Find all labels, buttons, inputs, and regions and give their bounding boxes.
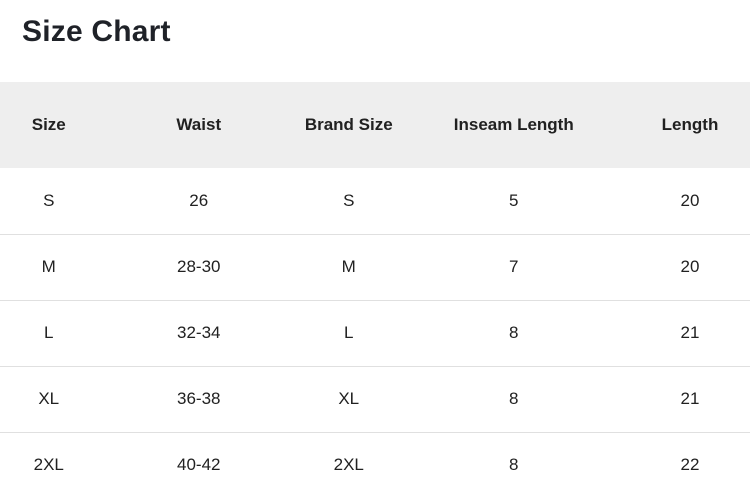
table-cell: 7 [509,257,519,276]
table-cell: M [41,257,56,276]
table-row: 2XL 40-42 2XL 8 22 [0,432,750,498]
column-header-inseam-length: Inseam Length [453,115,574,134]
table-cell: S [43,190,55,210]
table-cell: L [344,323,354,342]
table-cell: L [44,323,54,342]
table-cell: 21 [680,389,700,408]
table-cell: 40-42 [177,455,221,475]
table-cell: 22 [680,455,700,475]
table-cell: XL [38,389,60,408]
table-body: S 26 S 5 20 M 28-30 M 7 20 L 32-34 L 8 2… [0,168,750,498]
table-cell: 5 [509,190,519,210]
title-bar: Size Chart [0,0,750,82]
table-cell: 8 [509,323,519,342]
table-cell: 8 [509,455,519,475]
table-cell: 21 [680,323,700,342]
table-cell: 28-30 [177,257,221,276]
table-cell: M [341,257,356,276]
table-cell: 26 [189,190,209,210]
column-header-length: Length [661,115,719,134]
table-cell: 20 [680,190,700,210]
table-row: M 28-30 M 7 20 [0,234,750,300]
table-row: XL 36-38 XL 8 21 [0,366,750,432]
column-header-waist: Waist [176,115,222,134]
table-cell: 36-38 [177,389,221,408]
column-header-size: Size [31,115,66,134]
table-cell: 2XL [33,455,64,475]
table-header: Size Waist Brand Size Inseam Length Leng… [0,82,750,168]
table-cell: 8 [509,389,519,408]
table-row: L 32-34 L 8 21 [0,300,750,366]
table-row: S 26 S 5 20 [0,168,750,234]
table-cell: 20 [680,257,700,276]
page-title: Size Chart [22,15,171,48]
header-row: Size Waist Brand Size Inseam Length Leng… [0,82,750,168]
size-chart-table: Size Waist Brand Size Inseam Length Leng… [0,82,750,498]
column-header-brand-size: Brand Size [304,115,393,134]
table-cell: 2XL [333,455,364,475]
table-cell: 32-34 [177,323,221,342]
table-cell: S [343,190,355,210]
table-cell: XL [338,389,360,408]
